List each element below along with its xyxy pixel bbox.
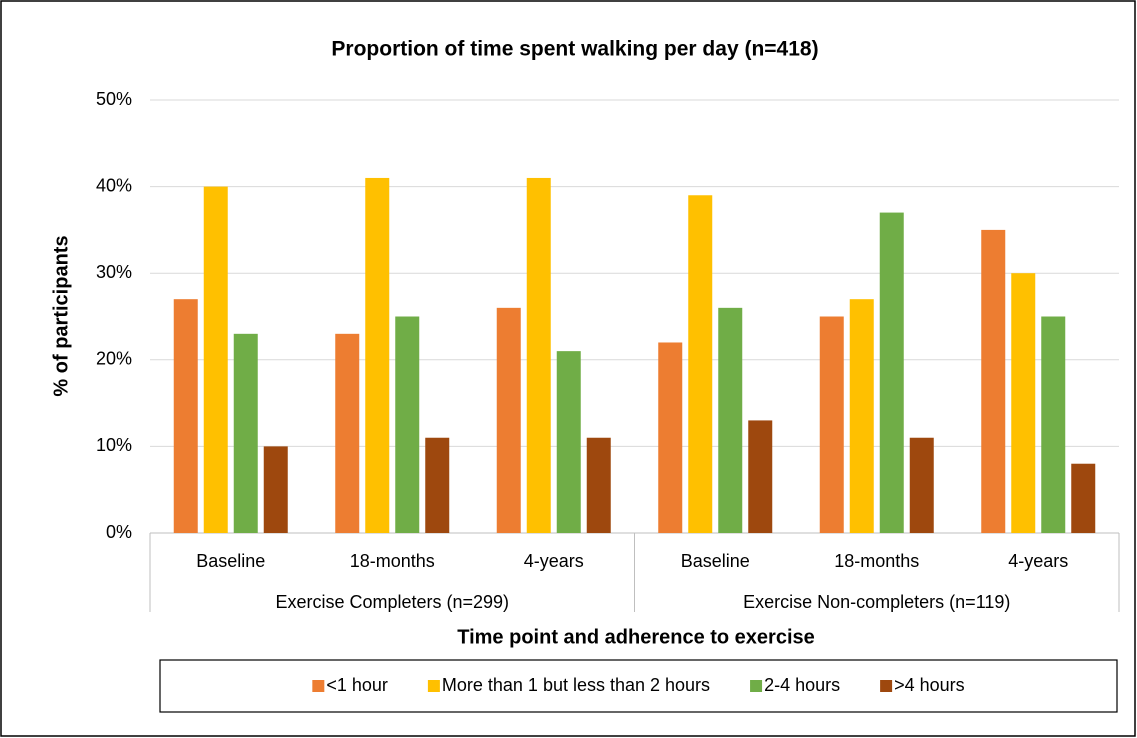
y-tick-label: 10%	[96, 435, 132, 455]
group-label: Exercise Non-completers (n=119)	[743, 592, 1010, 612]
legend-label: 2-4 hours	[764, 675, 840, 695]
x-tick-label: 18-months	[350, 551, 435, 571]
bar	[335, 333, 360, 533]
y-tick-label: 30%	[96, 262, 132, 282]
bar	[365, 177, 390, 533]
x-tick-label: Baseline	[196, 551, 265, 571]
legend-label: <1 hour	[326, 675, 388, 695]
bar	[909, 437, 934, 533]
x-axis-title: Time point and adherence to exercise	[457, 626, 815, 648]
x-tick-label: 18-months	[834, 551, 919, 571]
bar	[203, 186, 228, 533]
legend-swatch	[750, 680, 763, 692]
bar	[819, 316, 844, 533]
y-tick-label: 0%	[106, 522, 132, 542]
x-tick-label: Baseline	[681, 551, 750, 571]
bar	[658, 342, 683, 533]
bar	[1071, 463, 1096, 533]
bar	[263, 446, 288, 533]
bar	[173, 299, 198, 533]
bar	[718, 307, 743, 533]
y-tick-label: 50%	[96, 89, 132, 109]
bar	[425, 437, 450, 533]
bar	[586, 437, 611, 533]
bar	[849, 299, 874, 533]
x-tick-label: 4-years	[524, 551, 584, 571]
y-tick-label: 20%	[96, 349, 132, 369]
bar	[395, 316, 420, 533]
bar	[556, 351, 581, 533]
bar	[496, 307, 521, 533]
bar	[748, 420, 773, 533]
y-axis-title: % of participants	[50, 235, 72, 396]
bar	[1011, 273, 1036, 533]
bar	[688, 195, 713, 533]
legend-swatch	[880, 680, 893, 692]
bar	[233, 333, 258, 533]
legend-swatch	[312, 680, 325, 692]
y-tick-label: 40%	[96, 175, 132, 195]
legend-label: More than 1 but less than 2 hours	[442, 675, 710, 695]
bar	[1041, 316, 1066, 533]
x-tick-label: 4-years	[1008, 551, 1068, 571]
chart-title: Proportion of time spent walking per day…	[331, 38, 818, 61]
bar	[526, 177, 551, 533]
group-label: Exercise Completers (n=299)	[275, 592, 509, 612]
bar	[981, 229, 1006, 533]
legend-label: >4 hours	[894, 675, 965, 695]
bar	[879, 212, 904, 533]
legend-swatch	[427, 680, 440, 692]
